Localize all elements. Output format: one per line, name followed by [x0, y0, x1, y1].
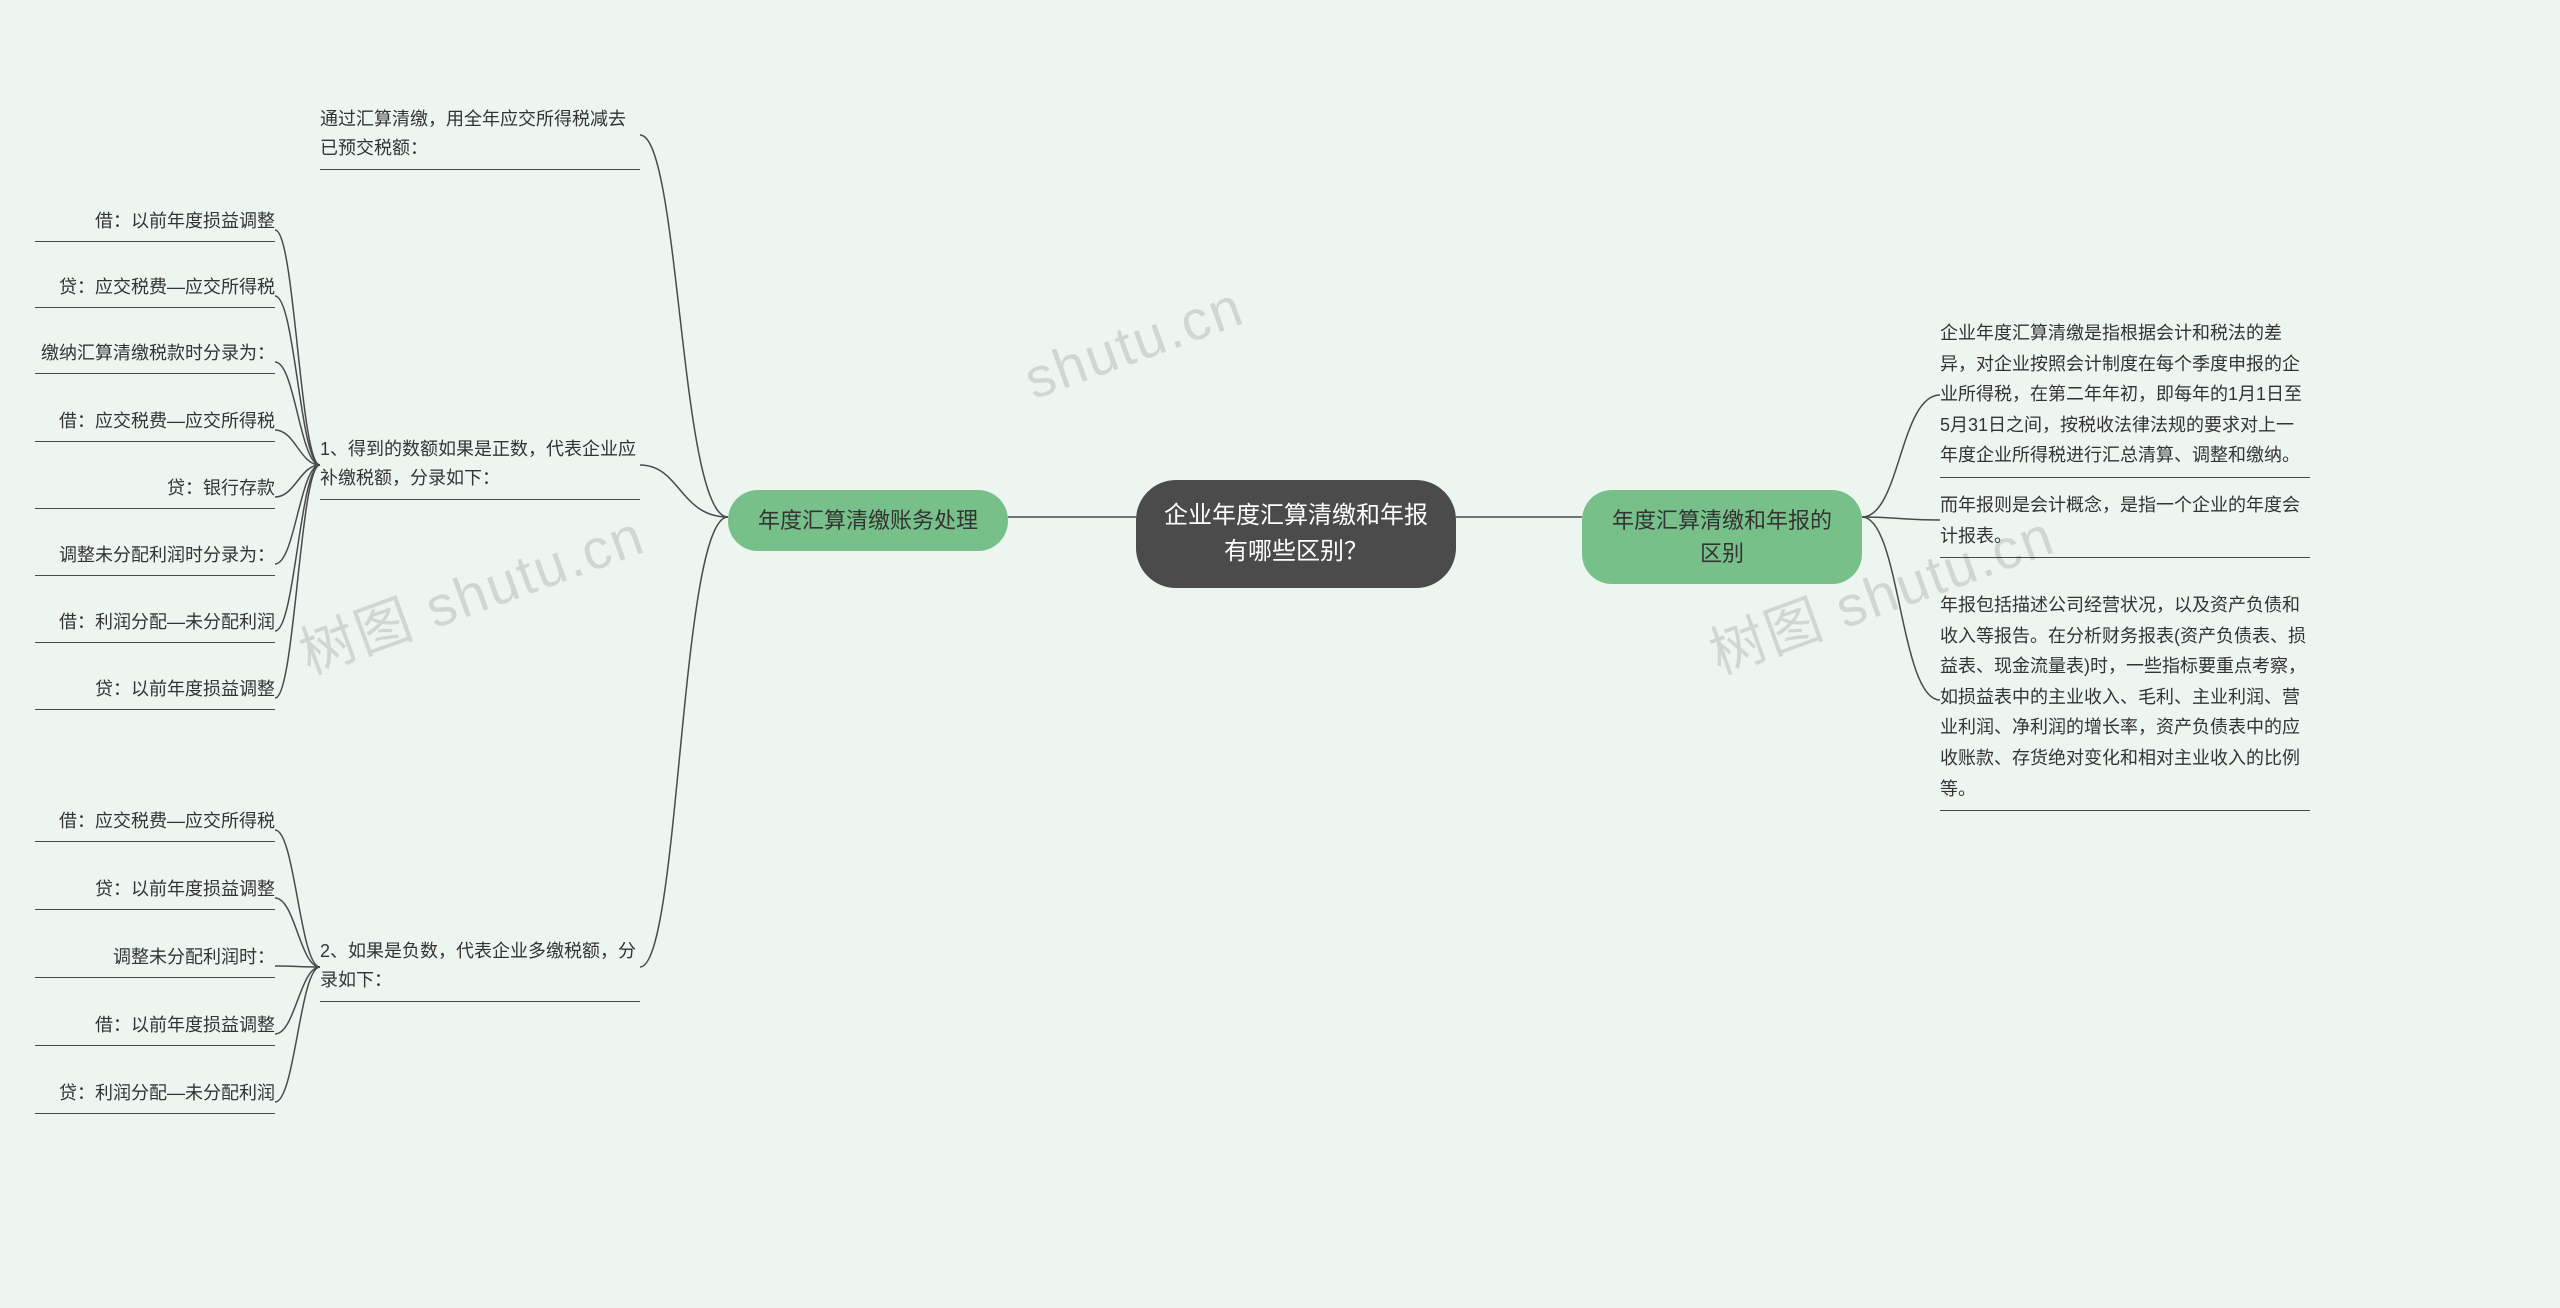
root-node[interactable]: 企业年度汇算清缴和年报有哪些区别？: [1136, 480, 1456, 588]
leaf1-4[interactable]: 贷：银行存款: [35, 475, 275, 509]
leaf2-0[interactable]: 借：应交税费—应交所得税: [35, 808, 275, 842]
leaf-label: 借：利润分配—未分配利润: [59, 612, 275, 632]
root-label: 企业年度汇算清缴和年报有哪些区别？: [1164, 498, 1428, 570]
leaf-label: 贷：利润分配—未分配利润: [59, 1083, 275, 1103]
leaf-label: 借：以前年度损益调整: [95, 1015, 275, 1035]
left-mid-2-label: 2、如果是负数，代表企业多缴税额，分录如下：: [320, 941, 636, 990]
right-block-0[interactable]: 企业年度汇算清缴是指根据会计和税法的差异，对企业按照会计制度在每个季度申报的企业…: [1940, 318, 2310, 478]
leaf-label: 借：应交税费—应交所得税: [59, 811, 275, 831]
leaf-label: 缴纳汇算清缴税款时分录为：: [41, 343, 275, 363]
left-mid-1-label: 1、得到的数额如果是正数，代表企业应补缴税额，分录如下：: [320, 439, 636, 488]
leaf1-3[interactable]: 借：应交税费—应交所得税: [35, 408, 275, 442]
leaf-label: 贷：应交税费—应交所得税: [59, 277, 275, 297]
leaf1-0[interactable]: 借：以前年度损益调整: [35, 208, 275, 242]
left-branch[interactable]: 年度汇算清缴账务处理: [728, 490, 1008, 551]
leaf-label: 贷：以前年度损益调整: [95, 679, 275, 699]
left-branch-label: 年度汇算清缴账务处理: [758, 504, 978, 537]
leaf-label: 借：以前年度损益调整: [95, 211, 275, 231]
right-branch-label: 年度汇算清缴和年报的区别: [1606, 504, 1838, 570]
left-mid-top-label: 通过汇算清缴，用全年应交所得税减去已预交税额：: [320, 109, 626, 158]
right-block-label: 而年报则是会计概念，是指一个企业的年度会计报表。: [1940, 495, 2300, 546]
right-block-1[interactable]: 而年报则是会计概念，是指一个企业的年度会计报表。: [1940, 490, 2310, 558]
leaf2-3[interactable]: 借：以前年度损益调整: [35, 1012, 275, 1046]
right-block-2[interactable]: 年报包括描述公司经营状况，以及资产负债和收入等报告。在分析财务报表(资产负债表、…: [1940, 590, 2310, 811]
left-mid-top[interactable]: 通过汇算清缴，用全年应交所得税减去已预交税额：: [320, 105, 640, 170]
leaf2-4[interactable]: 贷：利润分配—未分配利润: [35, 1080, 275, 1114]
watermark: shutu.cn: [1016, 273, 1252, 412]
right-block-label: 企业年度汇算清缴是指根据会计和税法的差异，对企业按照会计制度在每个季度申报的企业…: [1940, 323, 2302, 465]
leaf-label: 贷：银行存款: [167, 478, 275, 498]
mindmap-canvas: 企业年度汇算清缴和年报有哪些区别？ 年度汇算清缴账务处理 年度汇算清缴和年报的区…: [0, 0, 2560, 1308]
leaf1-5[interactable]: 调整未分配利润时分录为：: [35, 542, 275, 576]
left-mid-1[interactable]: 1、得到的数额如果是正数，代表企业应补缴税额，分录如下：: [320, 435, 640, 500]
leaf1-2[interactable]: 缴纳汇算清缴税款时分录为：: [35, 340, 275, 374]
leaf-label: 调整未分配利润时分录为：: [59, 545, 275, 565]
leaf1-1[interactable]: 贷：应交税费—应交所得税: [35, 274, 275, 308]
right-block-label: 年报包括描述公司经营状况，以及资产负债和收入等报告。在分析财务报表(资产负债表、…: [1940, 595, 2306, 799]
watermark: 树图 shutu.cn: [287, 491, 654, 691]
leaf2-1[interactable]: 贷：以前年度损益调整: [35, 876, 275, 910]
leaf-label: 贷：以前年度损益调整: [95, 879, 275, 899]
leaf2-2[interactable]: 调整未分配利润时：: [35, 944, 275, 978]
leaf1-7[interactable]: 贷：以前年度损益调整: [35, 676, 275, 710]
leaf-label: 借：应交税费—应交所得税: [59, 411, 275, 431]
leaf1-6[interactable]: 借：利润分配—未分配利润: [35, 609, 275, 643]
left-mid-2[interactable]: 2、如果是负数，代表企业多缴税额，分录如下：: [320, 937, 640, 1002]
leaf-label: 调整未分配利润时：: [113, 947, 275, 967]
right-branch[interactable]: 年度汇算清缴和年报的区别: [1582, 490, 1862, 584]
